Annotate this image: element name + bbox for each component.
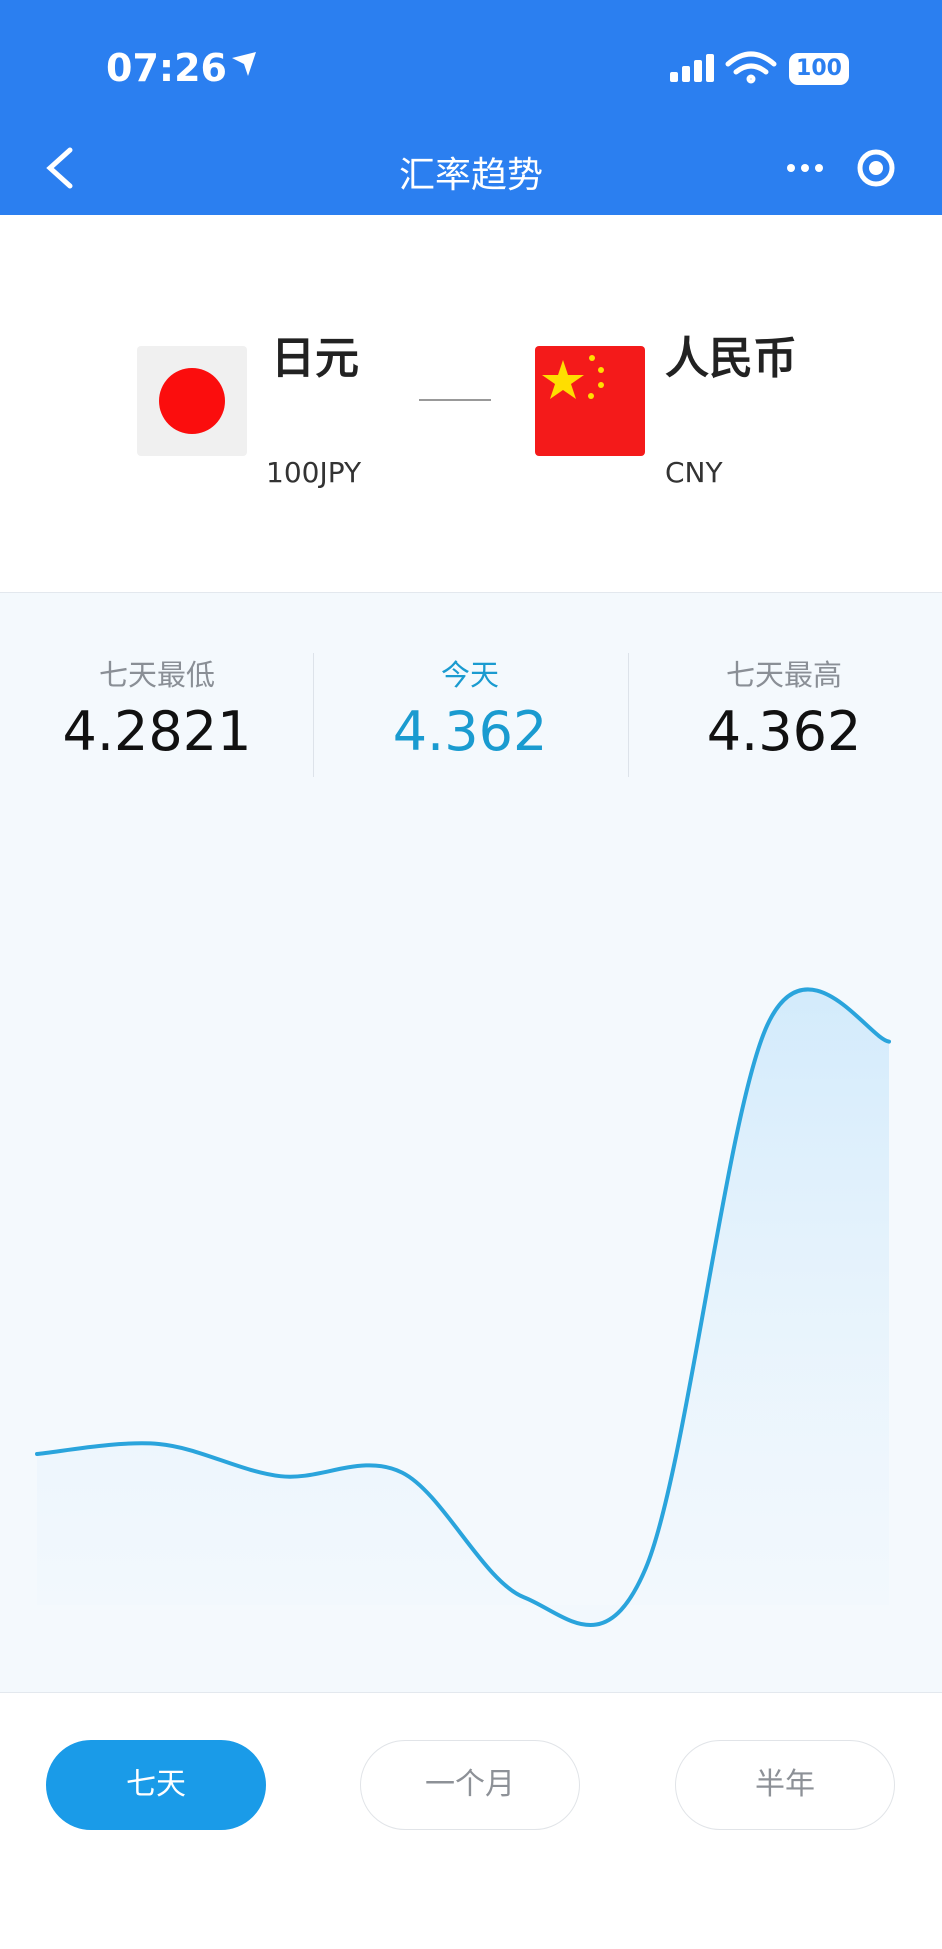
currency-code: CNY	[665, 456, 723, 489]
header-icons	[46, 51, 895, 189]
line	[35, 987, 891, 1627]
currency-code: 100JPY	[266, 456, 362, 489]
status-time: 07:26	[106, 46, 227, 90]
stat-value: 4.2821	[62, 700, 252, 763]
tab[interactable]: 七天	[46, 1740, 266, 1830]
stat-value: 4.362	[706, 700, 862, 763]
stat-value: 4.362	[392, 700, 548, 763]
separator	[313, 653, 314, 777]
tab[interactable]: 半年	[675, 1740, 895, 1830]
chart	[35, 987, 891, 1627]
stat-label: 今天	[440, 658, 499, 692]
separator	[628, 653, 629, 777]
tab[interactable]: 一个月	[360, 1740, 580, 1830]
header	[0, 0, 942, 215]
area	[37, 989, 889, 1626]
currency-name: 日元	[271, 333, 359, 384]
currency-name: 人民币	[665, 333, 797, 384]
stat-label: 七天最低	[98, 658, 215, 692]
battery: 100	[789, 53, 849, 85]
page-title: 汇率趋势	[398, 155, 543, 196]
flags	[137, 346, 645, 456]
stat-label: 七天最高	[725, 658, 842, 692]
